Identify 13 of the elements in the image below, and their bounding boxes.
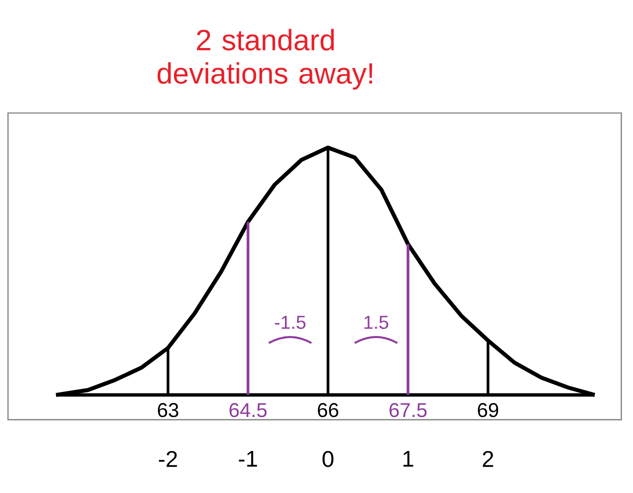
x2-tick-label: 1: [403, 451, 414, 467]
x2-tick-label: -1: [238, 451, 257, 467]
x2-tick-label: -2: [158, 451, 177, 467]
x2-tick-label: 2: [482, 451, 494, 467]
x-tick-label: 63: [158, 403, 178, 418]
x-tick-label: 69: [478, 403, 498, 418]
x2-tick-label: 0: [322, 451, 334, 468]
x-tick-label: 67.5: [390, 403, 427, 418]
x-tick-label: 64.5: [230, 403, 267, 418]
x-tick-label: 66: [318, 403, 338, 418]
annotation: 1.5: [364, 316, 388, 329]
annotation: -1.5: [274, 316, 306, 329]
chart-title: 2 standard deviations away!: [158, 28, 372, 90]
